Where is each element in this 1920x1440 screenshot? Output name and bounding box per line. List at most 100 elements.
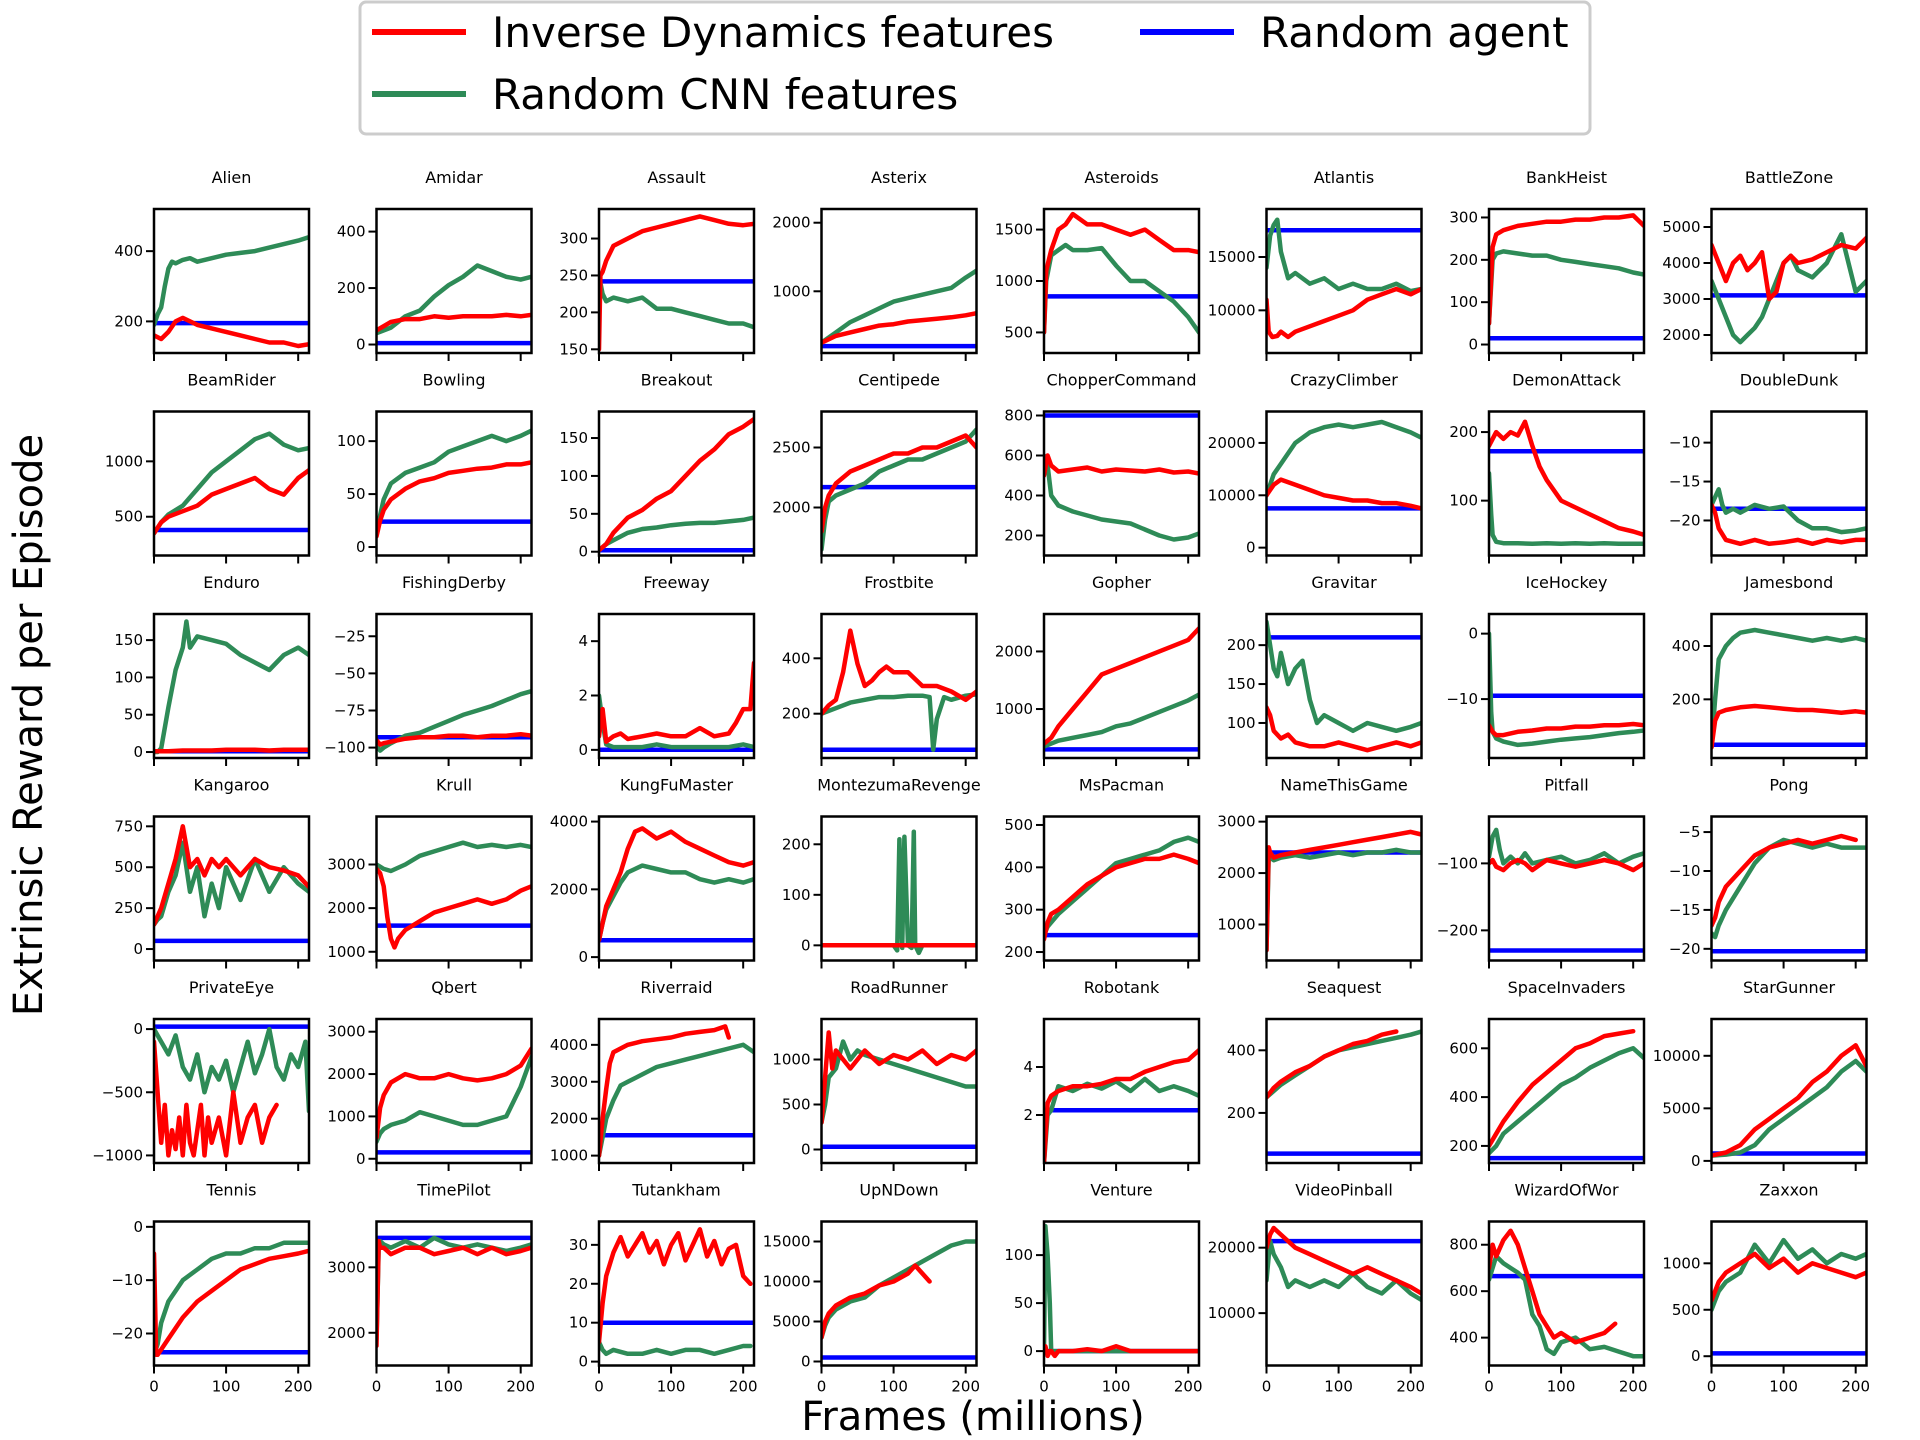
- freeway-frame: [597, 612, 756, 760]
- amidar-ytick-label: 200: [337, 279, 366, 297]
- subplot-tutankham: Tutankham 0 10 20 30 0 100 200: [569, 1181, 758, 1396]
- krull-title: Krull: [436, 776, 472, 795]
- doubledunk-inverse-dynamics-features-line: [1711, 502, 1867, 547]
- stargunner-random-cnn-features-line: [1711, 1058, 1867, 1158]
- subplot-privateeye: PrivateEye −1000 −500 0: [92, 978, 311, 1171]
- riverraid-ytick-label: 4000: [550, 1036, 588, 1054]
- kungfumaster-ytick-label: 0: [578, 948, 588, 966]
- pong-title: Pong: [1769, 776, 1808, 795]
- fishingderby-random-cnn-features-line: [376, 688, 532, 753]
- enduro-random-cnn-features-line: [154, 619, 309, 755]
- beamrider-inverse-dynamics-features-line: [154, 467, 309, 536]
- robotank-frame: [1042, 1017, 1201, 1165]
- montezumarevenge-ytick-label: 200: [782, 835, 811, 853]
- enduro-ytick-label: 100: [114, 668, 143, 686]
- alien-inverse-dynamics-features-line: [154, 315, 309, 349]
- namethisgame-inverse-dynamics-features-line: [1266, 829, 1422, 953]
- namethisgame-frame: [1265, 815, 1423, 962]
- crazyclimber-inverse-dynamics-features-line: [1266, 477, 1422, 511]
- choppercommand-title: ChopperCommand: [1046, 371, 1196, 390]
- tutankham-ytick-label: 0: [578, 1353, 588, 1371]
- enduro-ytick-label: 150: [114, 631, 143, 649]
- breakout-ytick-label: 100: [559, 467, 588, 485]
- privateeye-title: PrivateEye: [189, 978, 274, 997]
- zaxxon-title: Zaxxon: [1759, 1181, 1818, 1200]
- videopinball-xtick-label: 0: [1262, 1378, 1272, 1396]
- riverraid-frame: [597, 1017, 756, 1165]
- riverraid-inverse-dynamics-features-line: [599, 1024, 732, 1158]
- riverraid-series: [599, 1024, 754, 1158]
- asteroids-title: Asteroids: [1084, 168, 1158, 187]
- alien-ytick-label: 200: [114, 312, 143, 330]
- atlantis-series: [1266, 217, 1422, 340]
- subplot-gopher: Gopher 1000 2000: [995, 573, 1201, 766]
- jamesbond-inverse-dynamics-features-line: [1711, 703, 1867, 750]
- asterix-random-cnn-features-line: [821, 268, 977, 345]
- asteroids-ytick-label: 1000: [995, 272, 1033, 290]
- tutankham-series: [599, 1227, 754, 1357]
- amidar-series: [376, 263, 532, 346]
- icehockey-series: [1489, 631, 1644, 748]
- namethisgame-series: [1266, 829, 1422, 953]
- seaquest-ytick-label: 400: [1227, 1041, 1256, 1059]
- seaquest-series: [1266, 1029, 1422, 1156]
- upndown-ytick-label: 15000: [763, 1233, 811, 1251]
- gravitar-random-cnn-features-line: [1266, 619, 1422, 734]
- upndown-ytick-label: 10000: [763, 1273, 811, 1291]
- centipede-ytick-label: 2000: [772, 499, 810, 517]
- namethisgame-ytick-label: 3000: [1217, 813, 1255, 831]
- kangaroo-series: [154, 824, 309, 944]
- tutankham-random-cnn-features-line: [599, 1339, 753, 1357]
- montezumarevenge-ytick-label: 0: [801, 936, 811, 954]
- timepilot-frame: [375, 1220, 533, 1367]
- kangaroo-ytick-label: 0: [133, 940, 143, 958]
- y-axis-label: Extrinsic Reward per Episode: [6, 434, 52, 1016]
- asterix-frame: [820, 207, 978, 355]
- tennis-ytick-label: 0: [133, 1218, 143, 1236]
- videopinball-frame: [1265, 1220, 1423, 1367]
- namethisgame-ytick-label: 2000: [1217, 864, 1255, 882]
- subplot-breakout: Breakout 0 50 100 150: [559, 371, 756, 564]
- roadrunner-ytick-label: 500: [782, 1096, 811, 1114]
- tennis-xtick-label: 0: [149, 1378, 159, 1396]
- videopinball-series: [1266, 1225, 1422, 1303]
- roadrunner-title: RoadRunner: [850, 978, 948, 997]
- tutankham-xtick-label: 200: [729, 1378, 758, 1396]
- privateeye-frame: [152, 1017, 311, 1165]
- atlantis-title: Atlantis: [1314, 168, 1374, 187]
- zaxxon-ytick-label: 500: [1672, 1301, 1701, 1319]
- gravitar-title: Gravitar: [1311, 573, 1377, 592]
- subplot-wizardofwor: WizardOfWor 400 600 800 0 100 200: [1449, 1181, 1647, 1396]
- spaceinvaders-inverse-dynamics-features-line: [1489, 1028, 1636, 1149]
- battlezone-ytick-label: 3000: [1662, 290, 1700, 308]
- upndown-title: UpNDown: [859, 1181, 938, 1200]
- tennis-ytick-label: −10: [111, 1271, 143, 1289]
- timepilot-series: [376, 1235, 532, 1349]
- gravitar-ytick-label: 200: [1227, 636, 1256, 654]
- riverraid-ytick-label: 2000: [550, 1110, 588, 1128]
- wizardofwor-ytick-label: 400: [1449, 1329, 1478, 1347]
- wizardofwor-inverse-dynamics-features-line: [1489, 1228, 1618, 1345]
- seaquest-frame: [1265, 1017, 1423, 1165]
- battlezone-ytick-label: 5000: [1662, 218, 1700, 236]
- fishingderby-title: FishingDerby: [402, 573, 506, 592]
- upndown-frame: [820, 1220, 978, 1367]
- bowling-inverse-dynamics-features-line: [376, 460, 532, 539]
- subplot-roadrunner: RoadRunner 0 500 1000: [772, 978, 978, 1171]
- asterix-ytick-label: 2000: [772, 214, 810, 232]
- frostbite-random-cnn-features-line: [821, 692, 977, 752]
- subplot-icehockey: IceHockey −10 0: [1446, 573, 1646, 766]
- subplot-bowling: Bowling 0 50 100: [337, 371, 533, 564]
- riverraid-title: Riverraid: [640, 978, 712, 997]
- atlantis-ytick-label: 10000: [1208, 301, 1256, 319]
- tennis-title: Tennis: [206, 1181, 257, 1200]
- subplot-krull: Krull 1000 2000 3000: [327, 776, 533, 969]
- crazyclimber-series: [1266, 419, 1422, 511]
- jamesbond-random-cnn-features-line: [1711, 627, 1867, 750]
- enduro-series: [154, 619, 309, 755]
- mspacman-series: [1044, 835, 1199, 942]
- montezumarevenge-series: [821, 829, 977, 956]
- battlezone-title: BattleZone: [1745, 168, 1833, 187]
- assault-random-cnn-features-line: [599, 276, 754, 330]
- subplot-videopinball: VideoPinball 10000 20000 0 100 200: [1208, 1181, 1425, 1396]
